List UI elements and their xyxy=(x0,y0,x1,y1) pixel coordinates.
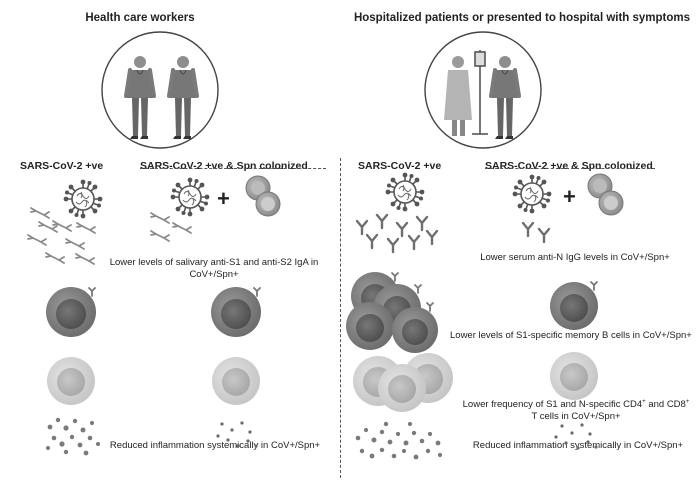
tcell-finding: Lower frequency of S1 and N-specific CD4… xyxy=(462,399,690,423)
right-pneumococcus xyxy=(587,173,624,216)
right-panel-title: Hospitalized patients or presented to ho… xyxy=(353,12,691,24)
right-col2-label: SARS-CoV-2 +ve & Spn colonized xyxy=(485,160,653,172)
right-bcell-col2 xyxy=(550,281,598,330)
right-virus-col2 xyxy=(511,173,553,215)
right-cytokines-col1 xyxy=(355,421,443,460)
right-inflammation-finding: Reduced inflammation systemically in CoV… xyxy=(472,440,684,451)
left-cytokines-col1 xyxy=(46,417,100,456)
left-tcell-col1 xyxy=(47,357,95,405)
tcell-finding-mid: and CD8 xyxy=(645,399,686,410)
igg-finding: Lower serum anti-N IgG levels in CoV+/Sp… xyxy=(480,252,670,263)
left-bcell-col2 xyxy=(211,287,261,337)
right-tcell-col2 xyxy=(550,352,598,400)
left-col1-label: SARS-CoV-2 +ve xyxy=(20,160,104,172)
right-divider-line xyxy=(485,168,655,169)
panel-divider xyxy=(340,158,341,478)
left-tcell-col2 xyxy=(212,357,260,405)
right-bcell-cluster-col1 xyxy=(346,272,438,353)
left-cytokines-col2 xyxy=(216,421,258,448)
right-col1-label: SARS-CoV-2 +ve xyxy=(358,160,442,172)
left-bcell-col1 xyxy=(46,287,96,337)
right-tcell-cluster-col1 xyxy=(353,353,453,412)
left-col2-label: SARS-CoV-2 +ve & Spn colonized xyxy=(140,160,308,172)
left-iga-cluster-col2 xyxy=(150,212,192,242)
patient-gown-figure xyxy=(444,56,472,136)
iga-finding: Lower levels of salivary anti-S1 and ant… xyxy=(109,257,319,280)
left-plus-sign: + xyxy=(217,186,230,211)
cd4-sup: + xyxy=(642,398,646,405)
iv-stand xyxy=(472,50,488,135)
left-inflammation-finding: Reduced inflammation systemically in CoV… xyxy=(109,440,321,451)
bcell-finding: Lower levels of S1-specific memory B cel… xyxy=(450,330,692,341)
cd8-sup: + xyxy=(685,398,690,405)
left-virus-col1 xyxy=(62,178,104,220)
right-igg-cluster-col2 xyxy=(521,221,551,244)
left-portrait-circle xyxy=(101,31,219,149)
right-cytokines-col2 xyxy=(554,423,598,450)
tcell-finding-line2: T cells in CoV+/Spn+ xyxy=(531,411,621,422)
right-igg-cluster-col1 xyxy=(355,213,439,254)
right-plus-sign: + xyxy=(563,184,576,209)
left-virus-col2 xyxy=(169,176,211,218)
left-panel-title: Health care workers xyxy=(85,12,195,24)
left-pneumococcus xyxy=(245,175,281,217)
tcell-finding-line1: Lower frequency of S1 and N-specific CD4 xyxy=(462,399,643,410)
right-portrait-circle xyxy=(424,31,542,149)
right-virus-col1 xyxy=(384,171,426,213)
left-divider-line xyxy=(140,168,326,169)
